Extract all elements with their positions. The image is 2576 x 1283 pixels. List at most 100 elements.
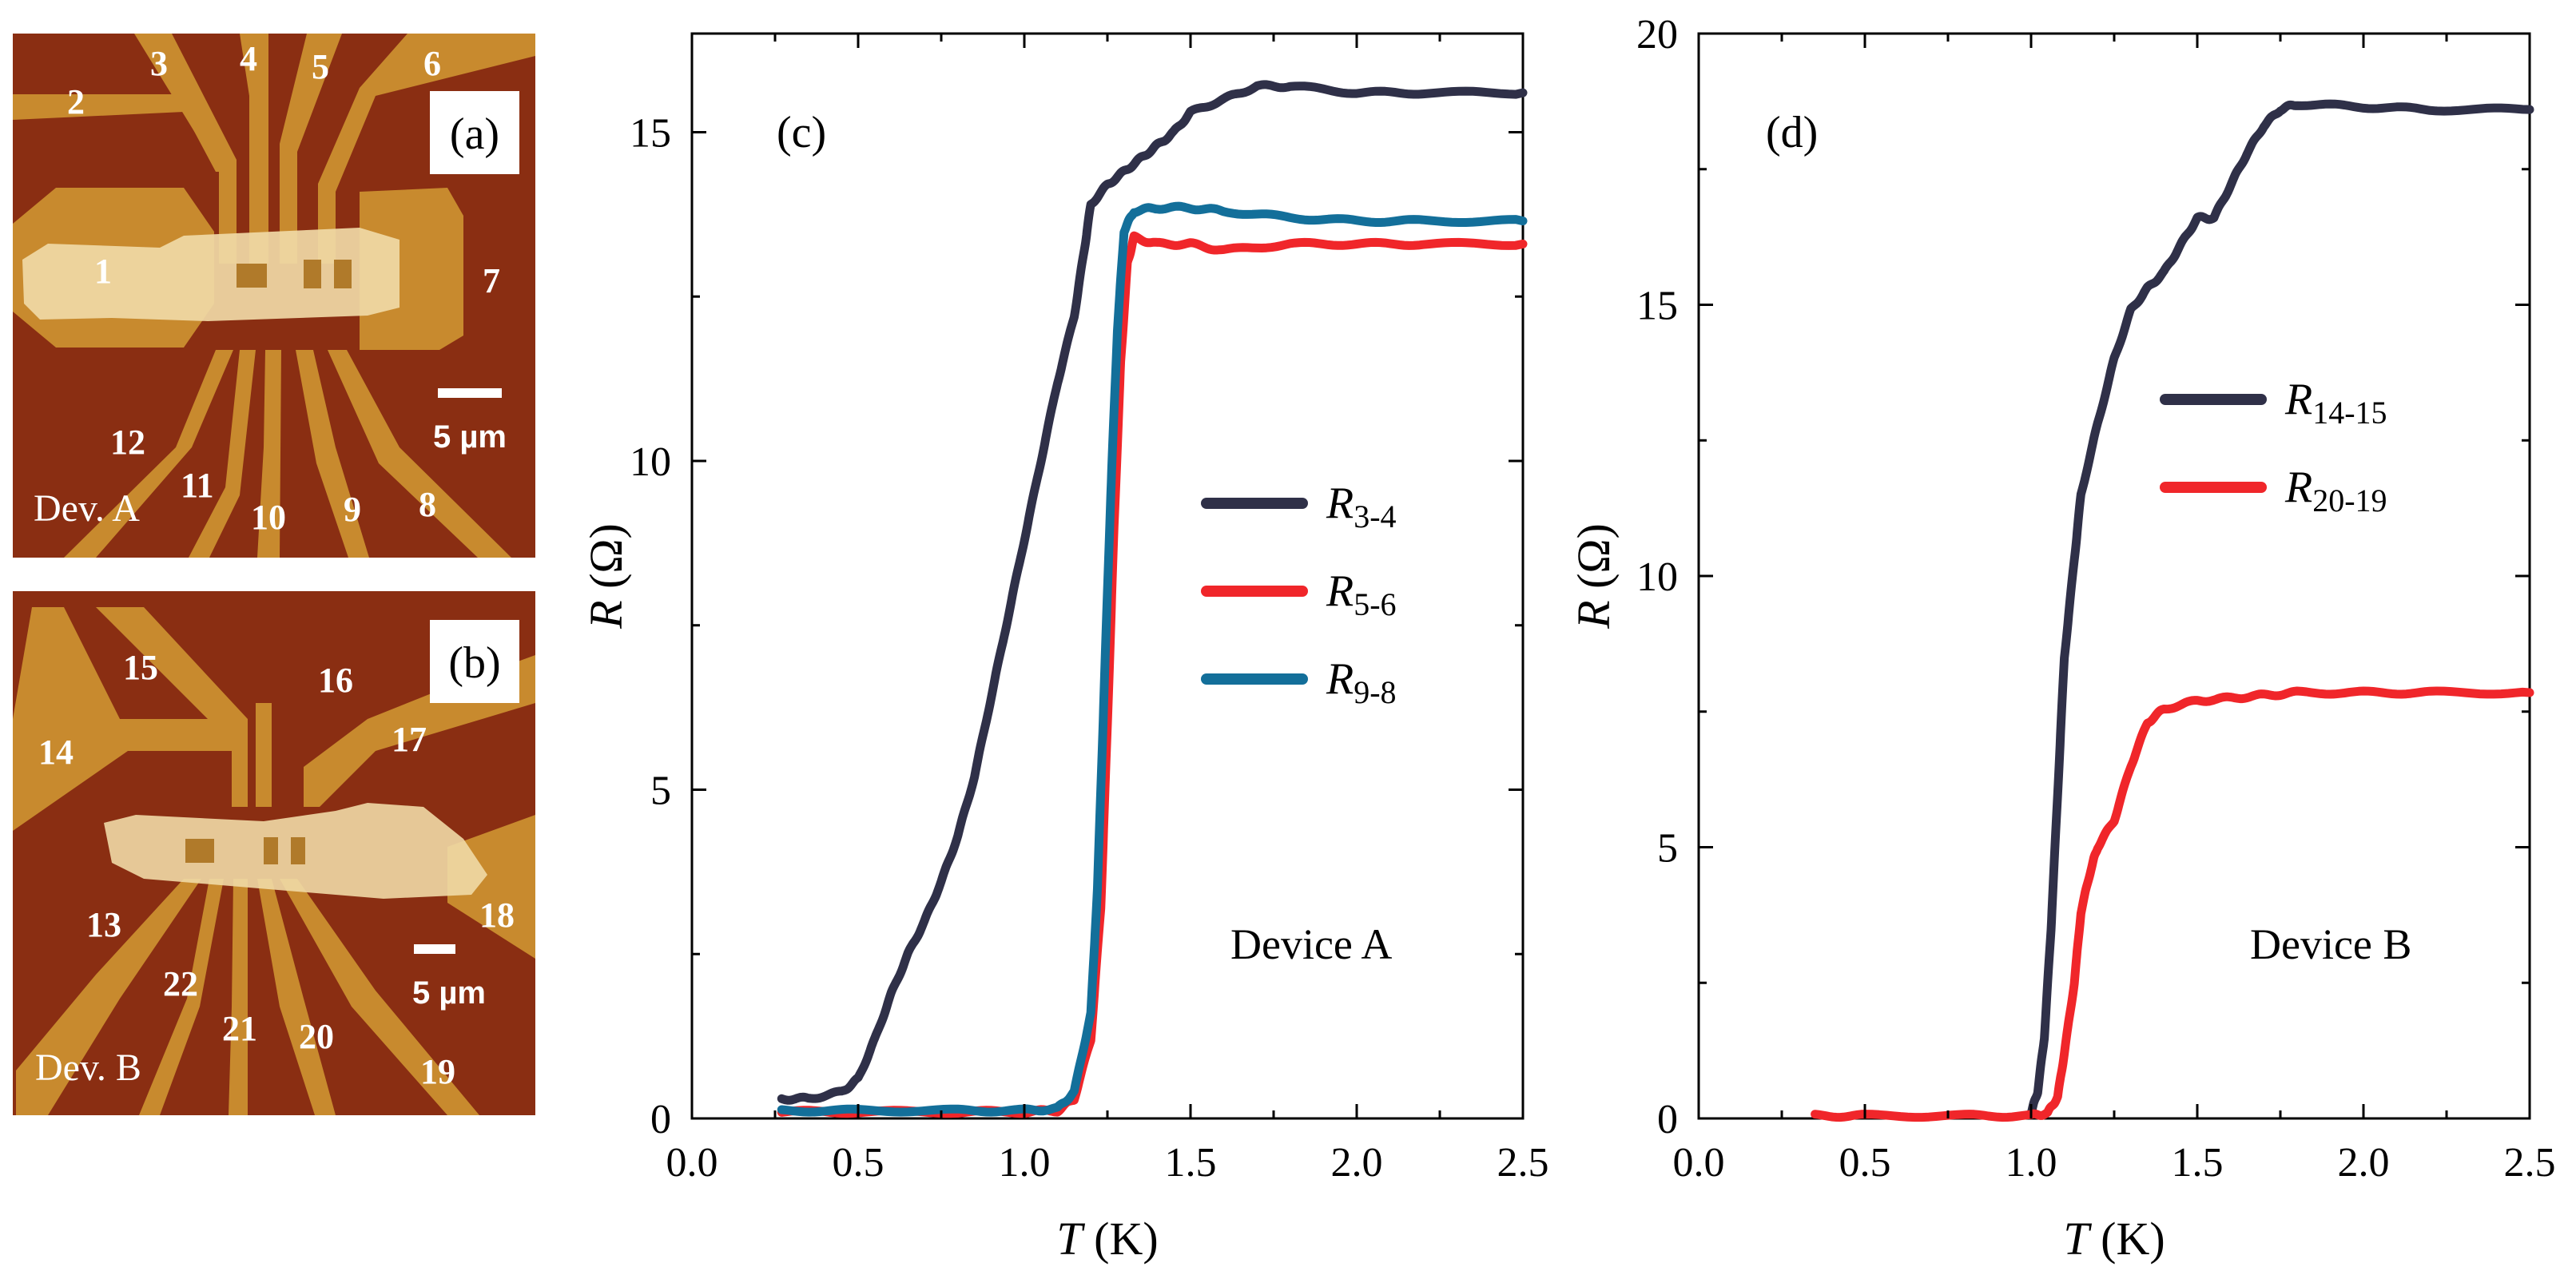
annotation-device-a: Device A	[1230, 920, 1392, 968]
lead-2	[13, 94, 232, 172]
ticks: 0.0 0.5 1.0 1.5 2.0 2.5 0 5 10 15 20	[1636, 12, 2556, 1186]
scale-bar-b	[414, 944, 455, 954]
x-tick-label: 1.0	[999, 1140, 1051, 1186]
y-tick-label: 15	[1636, 284, 1678, 329]
electrode-label: 12	[110, 423, 145, 462]
electrode-label: 9	[344, 490, 361, 529]
flake-hole-a1	[237, 264, 267, 288]
device-caption-a: Dev. A	[34, 487, 140, 530]
x-tick-label: 1.0	[2006, 1140, 2057, 1186]
lead-11	[189, 350, 256, 558]
lead-14	[13, 607, 240, 831]
series-line-r9-8	[777, 201, 1528, 1117]
legend: R14-15 R20-19	[2160, 375, 2387, 518]
electrode-label: 19	[420, 1052, 455, 1091]
y-tick-label: 5	[650, 768, 671, 813]
y-tick-label: 10	[1636, 554, 1678, 600]
x-tick-label: 2.5	[1497, 1140, 1549, 1186]
electrode-label: 16	[318, 661, 353, 700]
y-tick-label: 0	[650, 1097, 671, 1142]
lead-12	[64, 350, 233, 558]
electrode-label: 22	[163, 964, 198, 1003]
ticks: 0.0 0.5 1.0 1.5 2.0 2.5 0 5 10 15	[630, 34, 1549, 1186]
panel-label-b: (b)	[448, 638, 500, 688]
y-tick-label: 15	[630, 110, 671, 156]
electrode-label: 13	[86, 905, 121, 944]
legend-label-r3-4: R3-4	[1326, 479, 1397, 534]
panel-label-d: (d)	[1766, 108, 1818, 157]
lead-10	[257, 350, 281, 558]
y-tick-label: 5	[1657, 826, 1678, 872]
chart-c: 0.0 0.5 1.0 1.5 2.0 2.5 0 5 10 15 (c) Device A R3…	[580, 32, 1549, 1265]
panel-label-c: (c)	[777, 108, 826, 157]
flake-hole-b3	[291, 837, 305, 864]
electrode-label: 20	[299, 1017, 334, 1056]
electrode-labels-b: 13 14 15 16 17 18 19 20 21 22	[38, 648, 515, 1091]
legend: R3-4 R5-6 R9-8	[1201, 479, 1397, 710]
legend-label-r9-8: R9-8	[1326, 654, 1397, 710]
x-tick-label: 1.5	[1165, 1140, 1217, 1186]
electrode-label: 6	[423, 44, 441, 83]
x-tick-label: 2.0	[1331, 1140, 1383, 1186]
afm-image-b: 5 µm (b) Dev. B 13 14 15 16 17 18 19 20 …	[13, 591, 535, 1115]
scale-label-a: 5 µm	[433, 419, 507, 455]
flake-hole-a2	[304, 260, 321, 288]
x-tick-label: 1.5	[2172, 1140, 2224, 1186]
panel-label-box-a	[430, 91, 519, 174]
scale-label-b: 5 µm	[412, 975, 486, 1011]
lead-19	[280, 879, 479, 1115]
panel-label-a: (a)	[450, 109, 499, 159]
lead-22	[139, 879, 224, 1115]
series-lines	[777, 80, 1528, 1118]
x-axis-label: T (K)	[1056, 1213, 1158, 1265]
electrode-label: 10	[251, 498, 286, 537]
series-line-r20-19	[1811, 686, 2534, 1122]
flake-a	[22, 228, 400, 321]
afm-image-a: 5 µm (a) Dev. A 1 2 3 4 5 6 7 8 9 10 11 …	[13, 34, 535, 558]
y-tick-label: 20	[1636, 12, 1678, 58]
electrode-label: 14	[38, 733, 74, 772]
x-tick-label: 2.5	[2504, 1140, 2556, 1186]
series-line-r14-15	[2026, 99, 2534, 1119]
x-tick-label: 2.0	[2338, 1140, 2390, 1186]
scale-bar-a	[438, 388, 502, 398]
lead-4	[240, 34, 268, 264]
device-caption-b: Dev. B	[35, 1047, 141, 1089]
y-tick-label: 0	[1657, 1097, 1678, 1142]
x-tick-label: 0.0	[666, 1140, 718, 1186]
series-lines	[1811, 99, 2534, 1122]
lead-6	[318, 34, 535, 264]
x-axis-label: T (K)	[2063, 1213, 2165, 1265]
lead-13	[16, 879, 201, 1115]
panel-label-box-b	[430, 620, 519, 703]
lead-5	[280, 34, 342, 264]
lead-21	[229, 879, 248, 1115]
lead-15	[96, 607, 248, 807]
legend-label-r20-19: R20-19	[2284, 463, 2387, 518]
electrode-labels-a: 1 2 3 4 5 6 7 8 9 10 11 12	[67, 39, 500, 537]
electrode-label: 2	[67, 82, 85, 121]
electrode-label: 11	[181, 466, 214, 505]
x-tick-label: 0.5	[833, 1140, 885, 1186]
electrode-label: 18	[479, 896, 515, 935]
legend-label-r14-15: R14-15	[2284, 375, 2387, 431]
electrode-label: 15	[123, 648, 158, 687]
y-axis-label: R (Ω)	[1568, 523, 1620, 630]
electrode-label: 8	[419, 485, 436, 524]
annotation-device-b: Device B	[2250, 920, 2411, 968]
electrode-label: 21	[222, 1009, 257, 1048]
x-tick-label: 0.0	[1673, 1140, 1725, 1186]
electrode-label: 1	[94, 252, 112, 291]
lead-16	[256, 703, 272, 807]
flake-hole-b1	[185, 839, 214, 863]
electrode-label: 5	[312, 47, 329, 86]
lead-9	[296, 350, 369, 558]
lead-20	[257, 879, 336, 1115]
flake-hole-b2	[264, 837, 278, 864]
electrode-label: 4	[240, 39, 257, 78]
electrode-label: 17	[392, 720, 427, 759]
y-tick-label: 10	[630, 439, 671, 485]
lead-8	[328, 350, 511, 558]
